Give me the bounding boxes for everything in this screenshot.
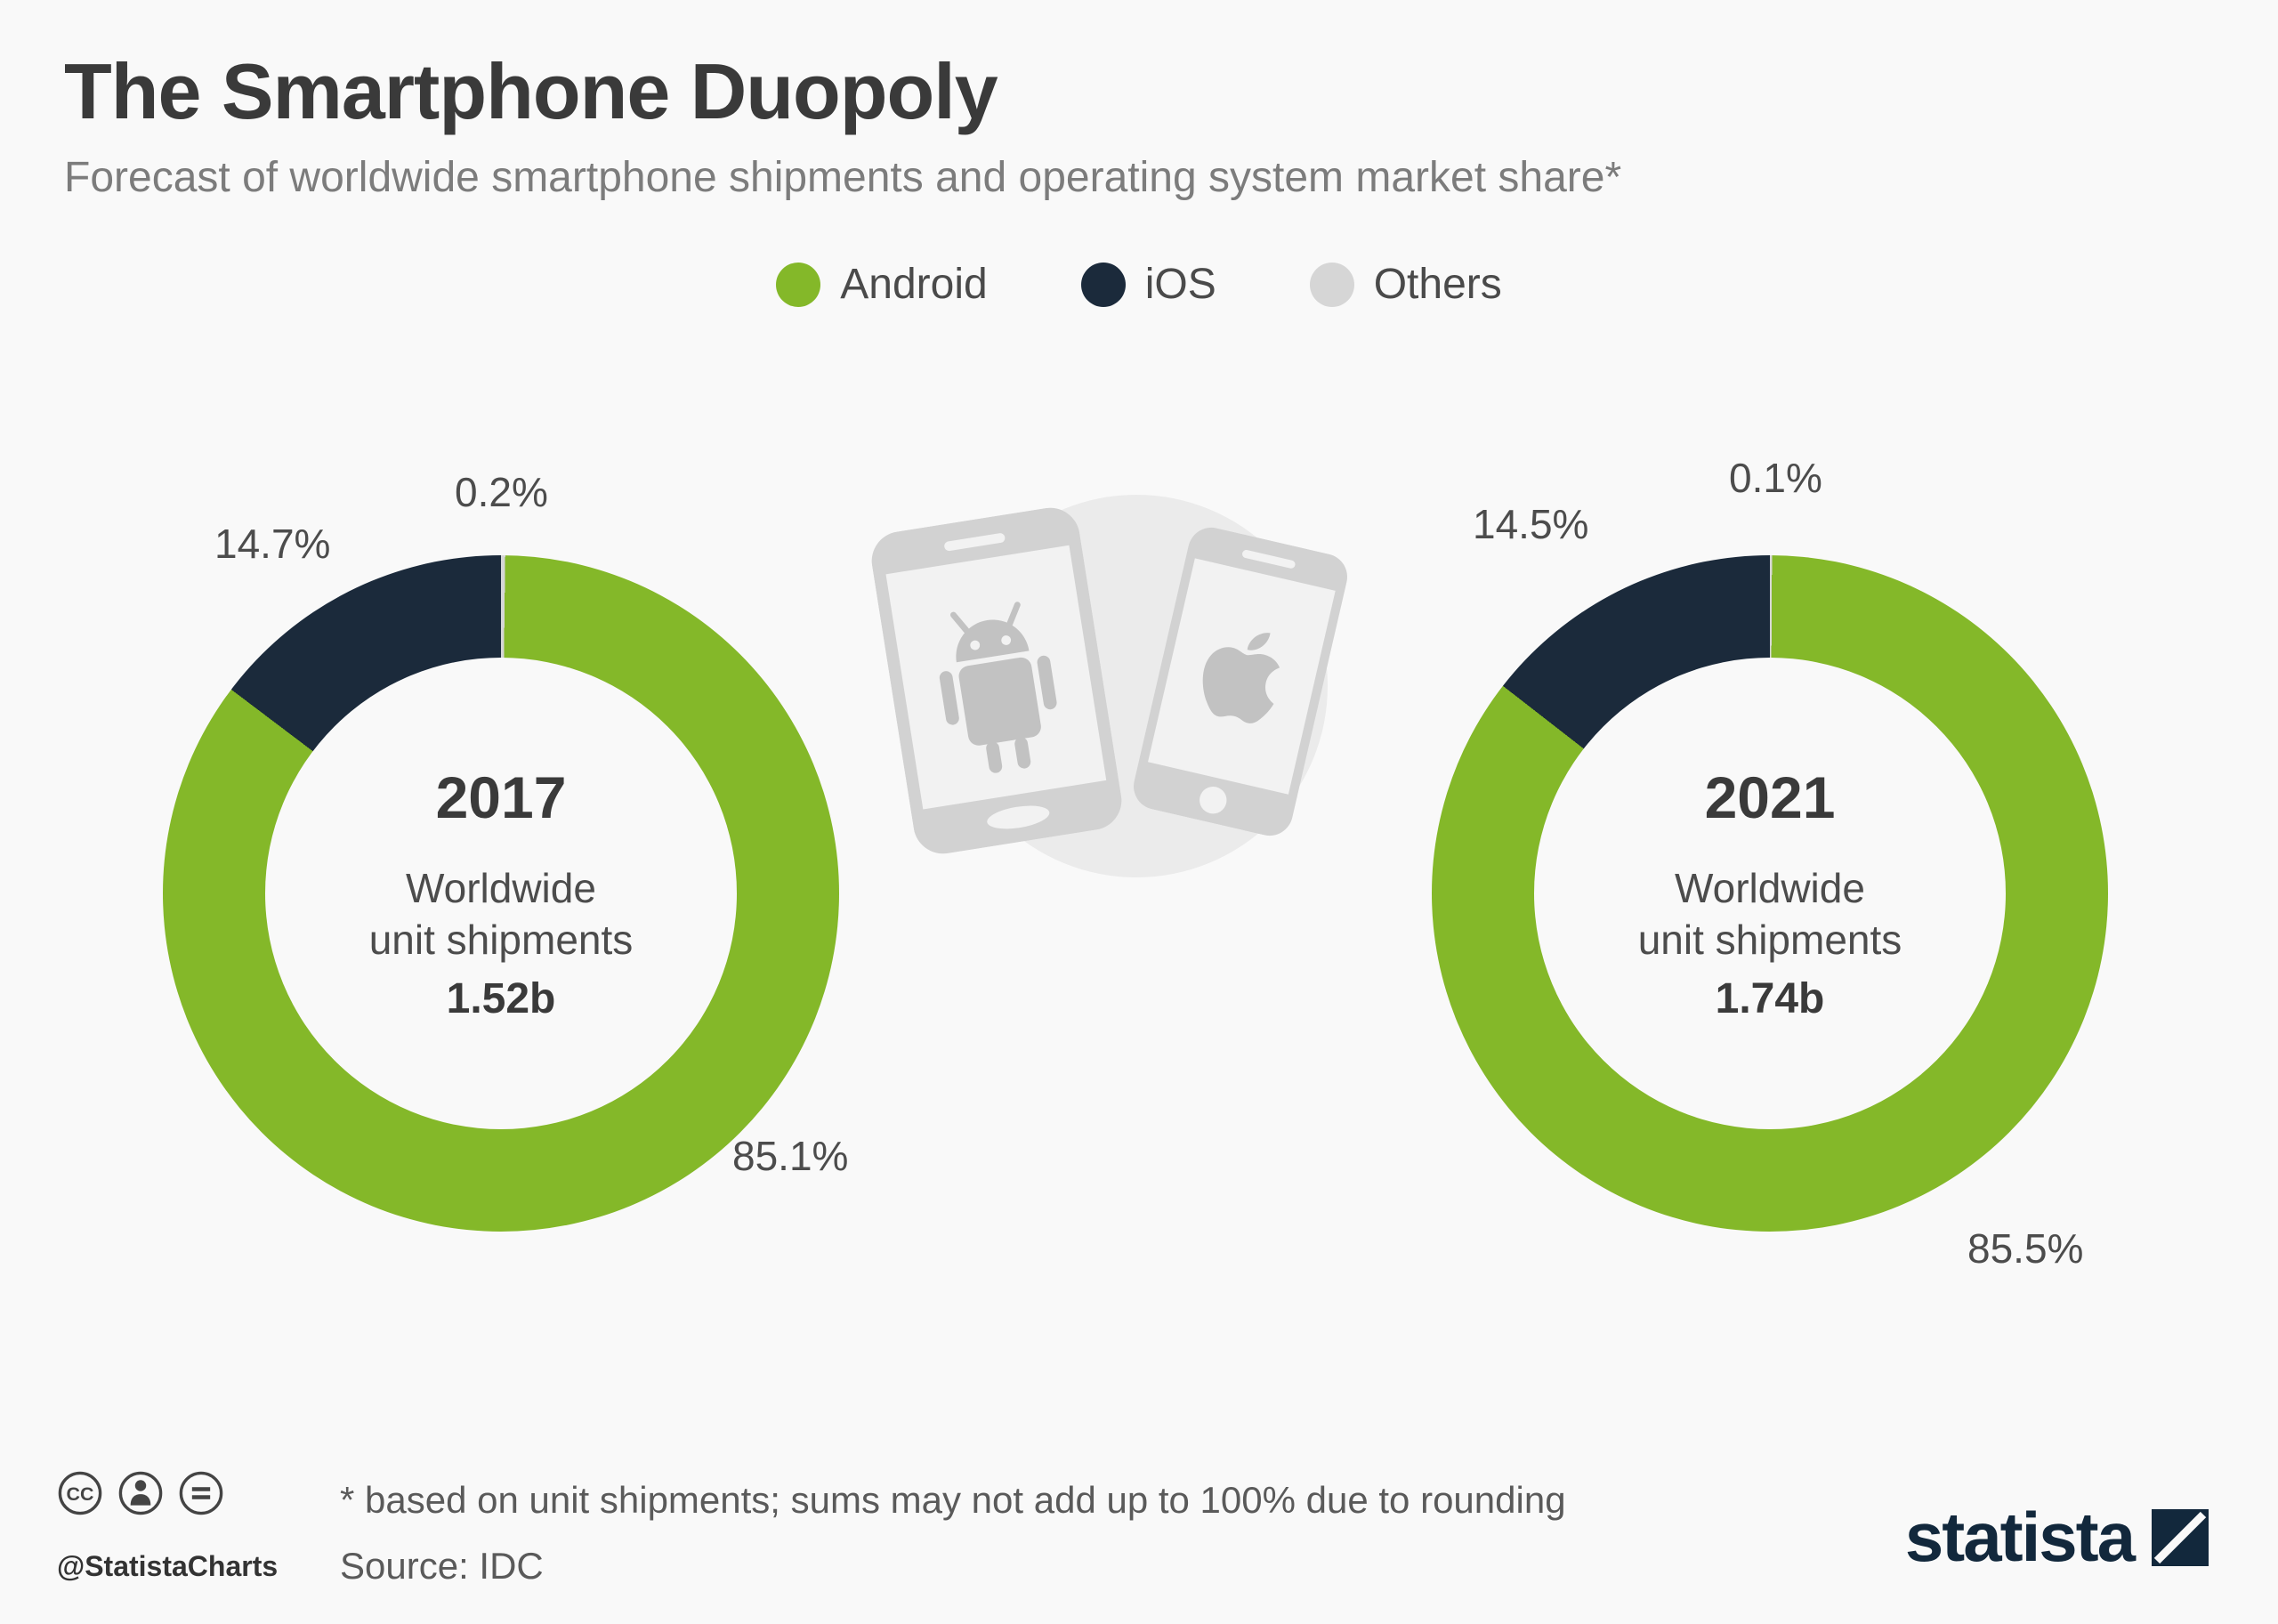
source: Source: IDC xyxy=(340,1545,544,1587)
ios-legend-dot xyxy=(1080,262,1126,307)
android-legend-dot xyxy=(776,262,821,307)
android-share-label-2021: 85.5% xyxy=(1967,1225,2084,1272)
legend-item-others: Others xyxy=(1309,260,1502,309)
attribution-icon xyxy=(118,1471,163,1515)
donut-center-value-2017: 1.52b xyxy=(446,975,556,1022)
equals-icon xyxy=(179,1471,223,1515)
subtitle: Forecast of worldwide smartphone shipmen… xyxy=(64,154,1622,201)
cc-license-icons: CC xyxy=(57,1470,224,1516)
ios-share-label-2017: 14.7% xyxy=(214,521,331,567)
donut-center-2021: 2021 Worldwide unit shipments 1.74b xyxy=(1534,658,2006,1129)
donut-center-2017: 2017 Worldwide unit shipments 1.52b xyxy=(265,658,737,1129)
donut-year-2021: 2021 xyxy=(1704,764,1836,830)
legend-item-ios: iOS xyxy=(1080,260,1216,309)
donut-chart-2021: 2021 Worldwide unit shipments 1.74b 14.5… xyxy=(1432,455,2108,1272)
legend-item-android: Android xyxy=(776,260,988,309)
statista-logo: statista xyxy=(1905,1497,2209,1578)
page-title: The Smartphone Duopoly xyxy=(64,47,998,135)
footnote: * based on unit shipments; sums may not … xyxy=(340,1479,1566,1521)
iphone-icon xyxy=(1128,522,1353,840)
others-legend-dot xyxy=(1309,262,1354,307)
ios-share-label-2021: 14.5% xyxy=(1473,501,1589,547)
donut-center-value-2021: 1.74b xyxy=(1715,975,1825,1022)
android-robot-icon xyxy=(939,602,1057,773)
phones-illustration xyxy=(871,463,1388,881)
android-share-label-2017: 85.1% xyxy=(732,1133,849,1179)
cc-icon: CC xyxy=(58,1471,102,1515)
statista-handle: @StatistaCharts xyxy=(57,1550,279,1582)
statista-logo-square xyxy=(2152,1508,2209,1566)
others-share-label-2021: 0.1% xyxy=(1729,455,1822,501)
svg-text:CC: CC xyxy=(66,1483,93,1505)
legend-label-android: Android xyxy=(840,261,988,308)
statista-wordmark: statista xyxy=(1904,1498,2136,1576)
android-phone-icon xyxy=(868,504,1126,858)
donut-center-label-2021: Worldwide unit shipments xyxy=(1637,865,1902,963)
legend-label-ios: iOS xyxy=(1144,261,1216,308)
donut-chart-2017: 2017 Worldwide unit shipments 1.52b 14.7… xyxy=(163,469,848,1232)
legend: Android iOS Others xyxy=(0,260,2278,309)
donut-year-2017: 2017 xyxy=(435,764,567,830)
others-share-label-2017: 0.2% xyxy=(455,469,548,515)
legend-label-others: Others xyxy=(1373,261,1502,308)
apple-logo-icon xyxy=(1202,633,1280,723)
donut-center-label-2017: Worldwide unit shipments xyxy=(368,865,634,963)
